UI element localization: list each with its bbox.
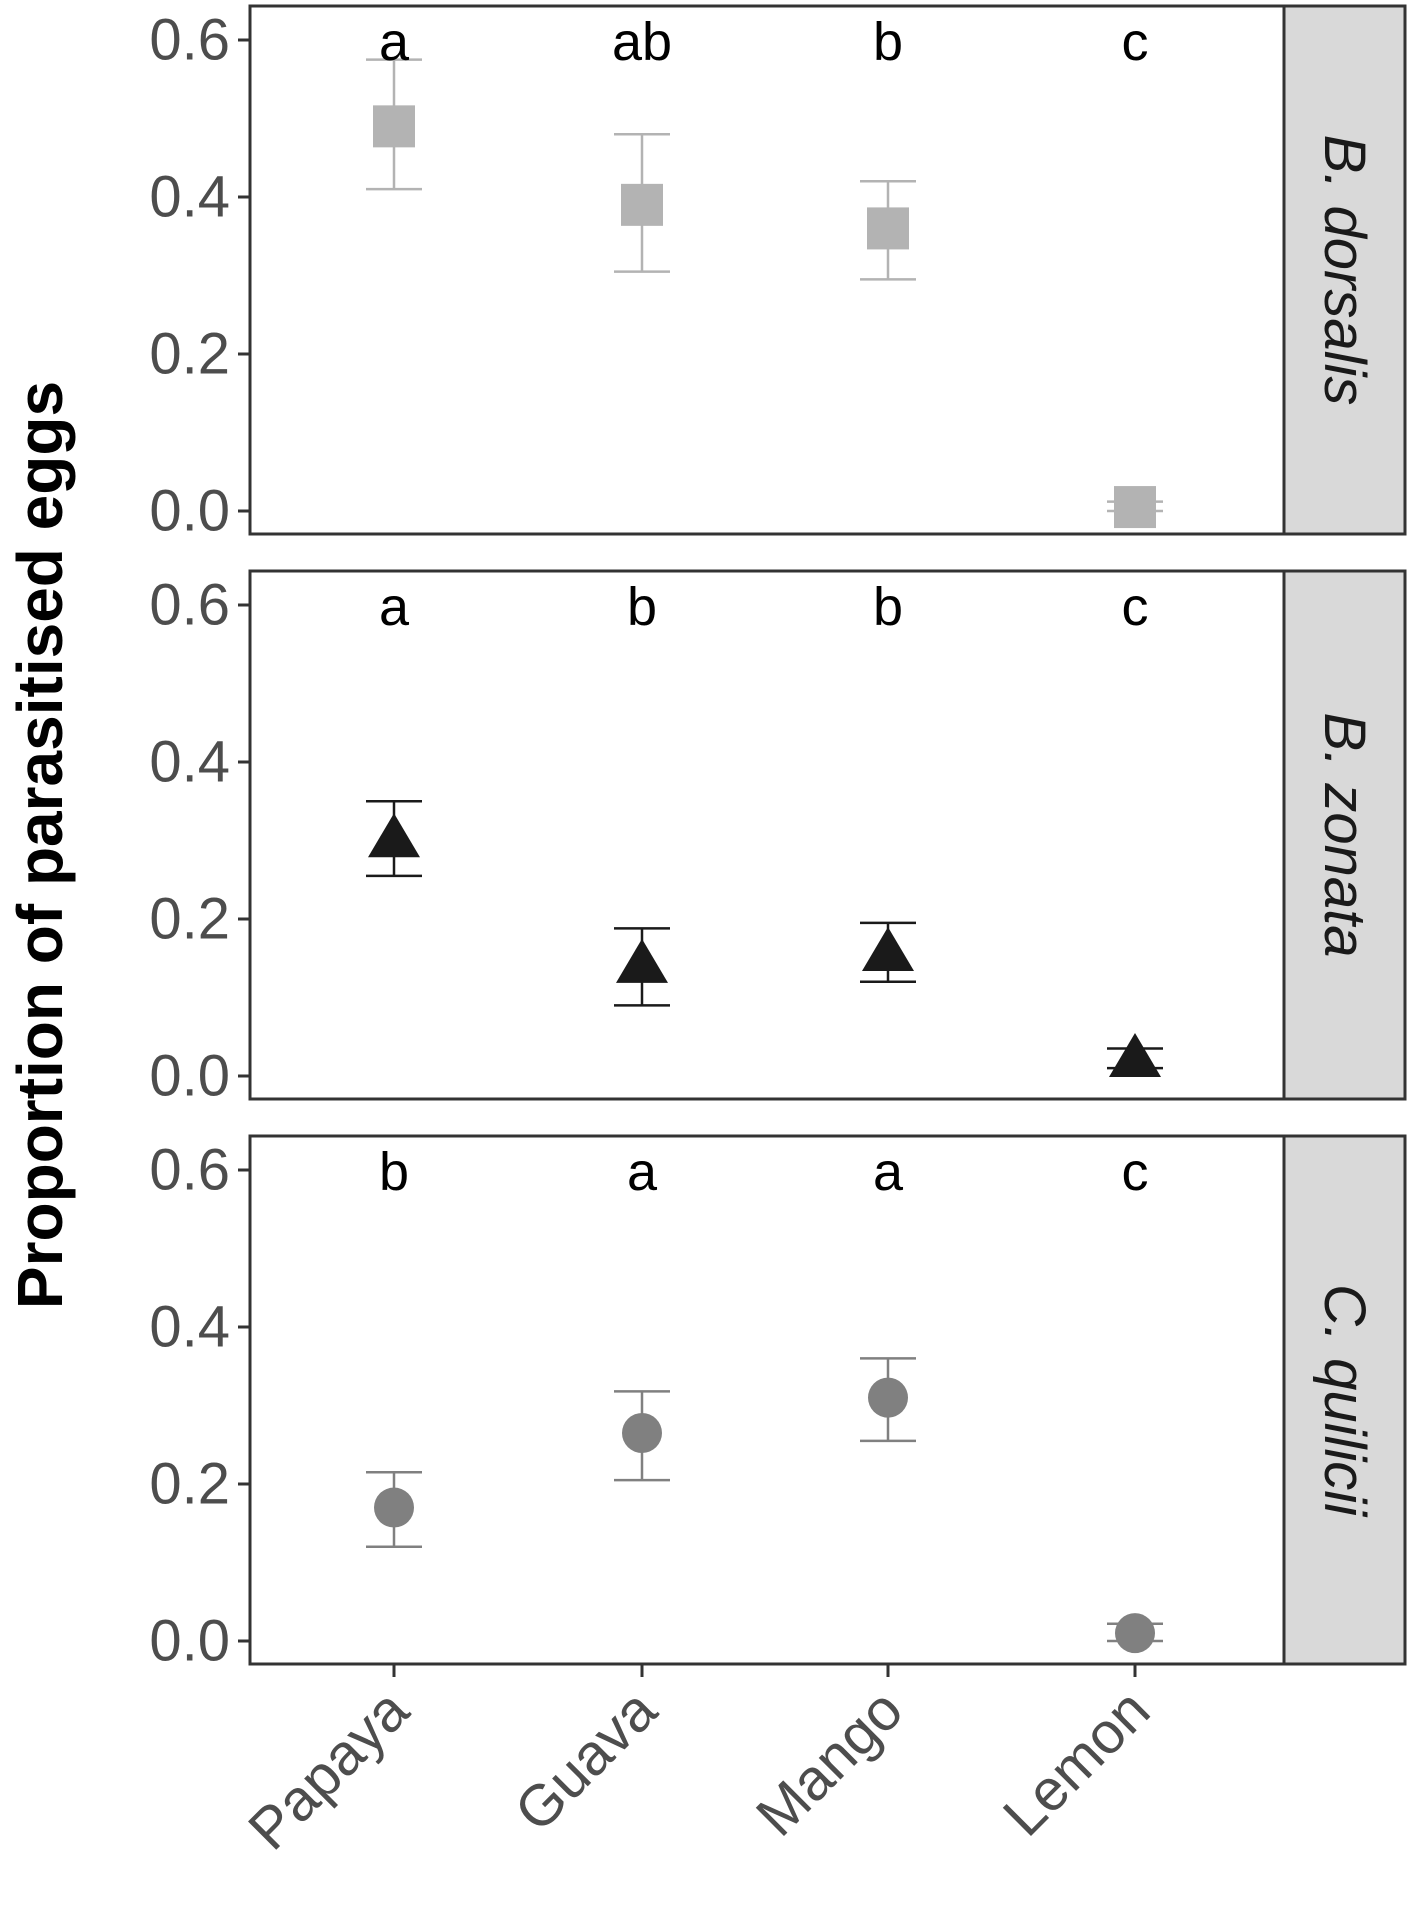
significance-letter: b <box>627 577 657 637</box>
significance-letter: a <box>379 577 410 637</box>
significance-letter: a <box>873 1142 904 1202</box>
y-tick-label: 0.4 <box>149 1295 230 1360</box>
facet-strip-label: B. zonata <box>1312 712 1377 957</box>
x-tick-label: Mango <box>744 1677 915 1848</box>
facet-strip <box>1282 4 1407 536</box>
facet-strip <box>1282 1134 1407 1666</box>
significance-letter: b <box>873 12 903 72</box>
y-tick-label: 0.6 <box>149 573 230 638</box>
data-point-square <box>621 183 663 226</box>
data-point-triangle <box>616 938 668 983</box>
panel-border <box>248 569 1286 1101</box>
y-tick-label: 0.4 <box>149 730 230 795</box>
x-tick-label: Guava <box>502 1677 669 1844</box>
x-tick-label: Lemon <box>991 1677 1162 1848</box>
y-tick-label: 0.6 <box>149 1138 230 1203</box>
y-axis-title: Proportion of parasitised eggs <box>4 381 76 1309</box>
facet-strip-label: C. quilicii <box>1312 1284 1377 1518</box>
significance-letter: b <box>873 577 903 637</box>
y-tick-label: 0.2 <box>149 322 230 387</box>
significance-letter: c <box>1122 1142 1149 1202</box>
data-point-circle <box>374 1487 414 1528</box>
panel-border <box>248 4 1286 536</box>
facet-panel: B. zonata 0.0 0.2 0.4 0.6 a b b c <box>149 569 1407 1109</box>
y-tick-label: 0.0 <box>149 1044 230 1109</box>
data-point-triangle <box>368 813 420 858</box>
y-tick-label: 0.4 <box>149 165 230 230</box>
data-point-square <box>867 207 909 250</box>
x-axis: Papaya Guava Mango Lemon <box>236 1664 1162 1862</box>
data-point-square <box>1114 486 1156 529</box>
significance-letter: c <box>1122 577 1149 637</box>
significance-letter: ab <box>612 12 672 72</box>
facet-panel: C. quilicii 0.0 0.2 0.4 0.6 b a a c <box>149 1134 1407 1674</box>
data-point-circle <box>622 1412 662 1453</box>
y-tick-label: 0.6 <box>149 8 230 73</box>
significance-letter: c <box>1122 12 1149 72</box>
data-point-triangle <box>862 927 914 972</box>
y-tick-label: 0.2 <box>149 1452 230 1517</box>
data-point-circle <box>868 1377 908 1418</box>
facet-panel: B. dorsalis 0.0 0.2 0.4 0.6 a ab b c <box>149 4 1407 544</box>
y-tick-label: 0.0 <box>149 1609 230 1674</box>
panel-border <box>248 1134 1286 1666</box>
facet-strip-label: B. dorsalis <box>1312 135 1377 406</box>
x-tick-label: Papaya <box>236 1677 422 1863</box>
data-point-square <box>373 105 415 148</box>
data-point-circle <box>1115 1613 1155 1654</box>
y-tick-label: 0.2 <box>149 887 230 952</box>
significance-letter: b <box>379 1142 409 1202</box>
y-tick-label: 0.0 <box>149 479 230 544</box>
significance-letter: a <box>379 12 410 72</box>
facet-strip <box>1282 569 1407 1101</box>
significance-letter: a <box>627 1142 658 1202</box>
data-point-triangle <box>1109 1033 1161 1078</box>
